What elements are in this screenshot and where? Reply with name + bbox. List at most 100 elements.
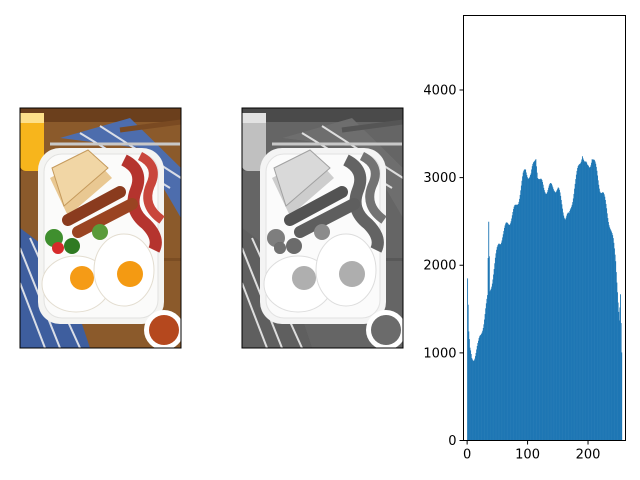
histogram-bar — [572, 202, 574, 441]
histogram-bar — [497, 245, 499, 441]
histogram-bar — [620, 323, 622, 441]
histogram-bar — [470, 353, 472, 441]
histogram-bar — [511, 218, 513, 441]
histogram-bar — [597, 180, 599, 441]
histogram-bar — [492, 279, 494, 441]
histogram-bar — [575, 179, 577, 441]
histogram-bar — [568, 213, 570, 441]
histogram-bar — [515, 204, 517, 441]
histogram-bar — [591, 159, 593, 441]
histogram-bar — [496, 249, 498, 441]
histogram-bar — [620, 294, 621, 441]
histogram-bar — [568, 212, 569, 441]
histogram-bar — [468, 331, 470, 441]
histogram-bar — [525, 172, 527, 441]
histogram-bar — [472, 360, 474, 441]
histogram-bar — [591, 162, 592, 441]
histogram-bar — [523, 169, 525, 441]
histogram-bar — [551, 183, 553, 441]
histogram-bar — [505, 222, 507, 441]
histogram-bar — [536, 172, 538, 441]
histogram-bar — [469, 347, 471, 441]
histogram-bars — [467, 156, 623, 441]
histogram-bar — [580, 163, 582, 441]
histogram-bar — [575, 174, 577, 441]
histogram-bar — [554, 191, 556, 441]
histogram-bar — [539, 179, 541, 441]
histogram-bar — [555, 192, 557, 441]
histogram-bar — [488, 256, 490, 441]
histogram-bar — [579, 163, 581, 441]
histogram-bar — [589, 167, 591, 441]
histogram-bar — [558, 188, 560, 441]
histogram-bar — [588, 167, 590, 441]
histogram-bar — [528, 178, 530, 441]
histogram-bar — [522, 172, 524, 441]
histogram-bar — [556, 190, 558, 441]
histogram-bar — [617, 302, 619, 441]
histogram-bar — [604, 196, 606, 441]
histogram-bar — [531, 166, 533, 441]
histogram-bar — [514, 204, 516, 441]
histogram-bar — [540, 178, 542, 441]
histogram-bar — [528, 178, 530, 441]
histogram-bar — [541, 179, 543, 441]
histogram-bar — [609, 228, 611, 441]
histogram-bar — [484, 314, 486, 441]
histogram-bar — [561, 204, 563, 441]
histogram-bar — [548, 187, 550, 441]
histogram-bar — [587, 164, 589, 441]
histogram-bar — [531, 169, 533, 441]
histogram-bar — [534, 160, 536, 441]
histogram-bar — [532, 163, 534, 441]
histogram-bar — [537, 178, 539, 441]
histogram-bar — [543, 190, 545, 441]
histogram-bar — [571, 206, 572, 441]
histogram-bar — [577, 168, 579, 441]
histogram-bar — [473, 360, 475, 441]
histogram-bar — [572, 198, 574, 441]
histogram-bar — [616, 282, 618, 441]
histogram-bar — [567, 212, 569, 441]
histogram-bar — [594, 160, 595, 441]
histogram-bar — [559, 189, 560, 441]
histogram-bar — [562, 208, 563, 441]
histogram-bar — [534, 160, 536, 441]
histogram-bar — [600, 193, 602, 441]
histogram-bar — [560, 199, 562, 441]
histogram-bar — [607, 222, 609, 441]
histogram-bar — [479, 335, 481, 441]
histogram-bar — [525, 169, 527, 441]
grayscale-image-frame — [241, 107, 404, 349]
histogram-bar — [499, 244, 501, 441]
histogram-bar — [569, 211, 571, 441]
histogram-bar — [570, 208, 572, 441]
histogram-bar — [520, 190, 522, 441]
histogram-bar — [533, 161, 535, 441]
histogram-bar — [595, 163, 597, 441]
histogram-bar — [516, 204, 517, 441]
histogram-bar — [554, 192, 556, 441]
histogram-bar — [557, 187, 559, 441]
histogram-bar — [536, 166, 537, 441]
histogram-bar — [621, 352, 623, 441]
histogram-bar — [581, 156, 583, 441]
histogram-bar — [491, 286, 493, 441]
histogram-bar — [545, 193, 546, 441]
histogram-bar — [524, 169, 526, 441]
histogram-bar — [504, 227, 505, 441]
histogram-bar — [509, 224, 511, 441]
histogram-bar — [598, 188, 600, 441]
histogram-bar — [494, 263, 496, 441]
histogram-bar — [471, 359, 473, 441]
histogram-bar — [581, 159, 583, 441]
histogram-bar — [615, 272, 617, 441]
histogram-bar — [544, 192, 546, 441]
histogram-bar — [484, 319, 485, 441]
histogram-bar — [478, 340, 479, 441]
histogram-bar — [615, 261, 617, 441]
histogram-bar — [584, 162, 586, 441]
x-tick-label: 0 — [463, 448, 471, 463]
histogram-bar — [526, 175, 528, 441]
y-tick-label: 3000 — [423, 171, 456, 186]
